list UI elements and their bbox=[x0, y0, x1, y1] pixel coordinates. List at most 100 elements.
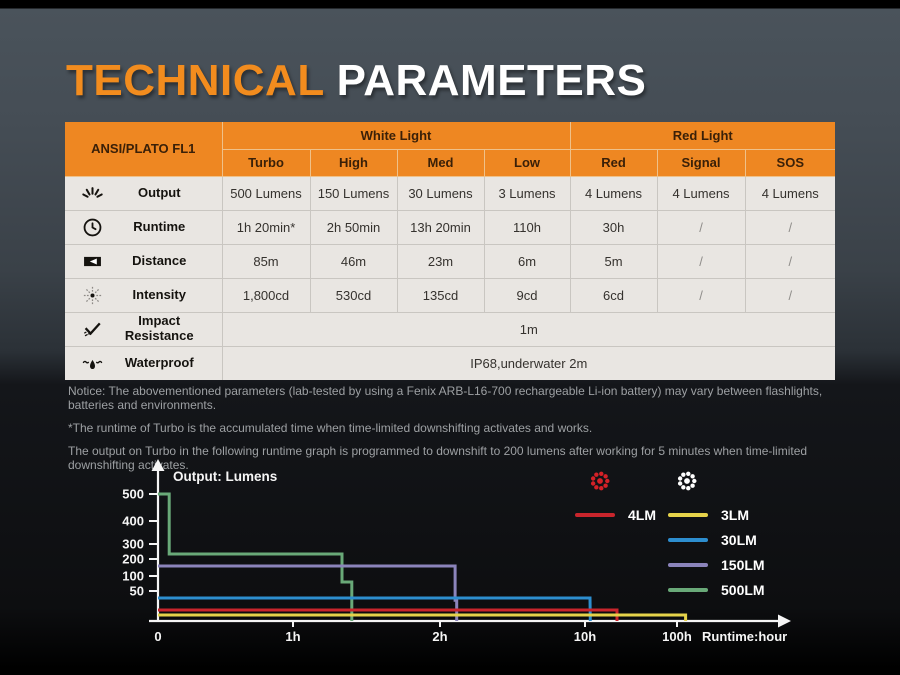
series-150lm-line bbox=[158, 564, 459, 621]
y-tick-label: 500 bbox=[122, 487, 144, 502]
column-header-med: Med bbox=[396, 148, 485, 177]
page-title: TECHNICAL PARAMETERS bbox=[66, 56, 646, 106]
series-500lm-line bbox=[158, 492, 354, 621]
column-header-high: High bbox=[309, 148, 398, 177]
param-label: Intensity bbox=[132, 286, 186, 302]
table-row: Distance 85m 46m 23m 6m 5m / / bbox=[65, 243, 836, 279]
param-label: Impact Resistance bbox=[124, 313, 194, 343]
table-cell: / bbox=[744, 209, 836, 245]
table-row: Impact Resistance 1m bbox=[65, 311, 836, 347]
table-cell: 150 Lumens bbox=[309, 175, 398, 211]
param-label: Runtime bbox=[133, 218, 186, 234]
legend-swatch-30lm bbox=[668, 537, 708, 542]
param-cell: Distance bbox=[65, 243, 223, 279]
legend-item: 3LM bbox=[668, 502, 765, 527]
table-cell: 3 Lumens bbox=[483, 175, 571, 211]
table-row: Intensity 1,800cd 530cd 135cd 9cd 6cd / / bbox=[65, 277, 836, 313]
param-cell: Waterproof bbox=[65, 345, 223, 380]
legend-item: 30LM bbox=[668, 527, 765, 552]
legend-swatch-4lm bbox=[575, 512, 615, 517]
table-cell: 1,800cd bbox=[221, 277, 311, 313]
table-cell: 1m bbox=[221, 311, 836, 347]
table-row: Runtime 1h 20min* 2h 50min 13h 20min 110h 30h… bbox=[65, 209, 836, 245]
table-cell: 1h 20min* bbox=[221, 209, 311, 245]
distance-icon bbox=[77, 249, 107, 273]
table-cell: 530cd bbox=[309, 277, 398, 313]
chart-title: Output: Lumens bbox=[173, 469, 277, 484]
table-cell: 23m bbox=[396, 243, 485, 279]
legend-item: 500LM bbox=[668, 577, 765, 602]
param-cell: Impact Resistance bbox=[65, 311, 223, 347]
red-light-icon bbox=[587, 468, 613, 494]
output-icon bbox=[77, 181, 107, 205]
legend-item: 150LM bbox=[668, 552, 765, 577]
legend-swatch-500lm bbox=[668, 587, 708, 592]
legend-label: 30LM bbox=[721, 531, 757, 548]
series-3lm-line bbox=[158, 613, 688, 621]
legend-swatch-150lm bbox=[668, 562, 708, 567]
column-header-red: Red bbox=[569, 148, 658, 177]
x-axis-arrow bbox=[778, 614, 791, 628]
legend-group: 3LM 30LM 150LM 500LM bbox=[668, 468, 765, 602]
y-tick-label: 400 bbox=[122, 514, 144, 529]
impact-icon bbox=[77, 317, 107, 341]
notice-paragraph: *The runtime of Turbo is the accumulated… bbox=[68, 421, 593, 435]
table-cell: 2h 50min bbox=[309, 209, 398, 245]
y-tick-label: 200 bbox=[122, 552, 144, 567]
title-part-technical: TECHNICAL bbox=[66, 56, 324, 105]
x-tick-label: 0 bbox=[154, 629, 161, 644]
legend-item: 4LM bbox=[575, 502, 656, 527]
table-cell: / bbox=[656, 243, 746, 279]
table-cell: 110h bbox=[483, 209, 571, 245]
table-cell: 85m bbox=[221, 243, 311, 279]
notes-block: Notice: The abovementioned parameters (l… bbox=[68, 384, 840, 481]
table-cell: 6cd bbox=[569, 277, 658, 313]
table-cell: 4 Lumens bbox=[744, 175, 836, 211]
y-tick-label: 300 bbox=[122, 537, 144, 552]
y-axis-arrow bbox=[151, 459, 165, 471]
table-row: Waterproof IP68,underwater 2m bbox=[65, 345, 836, 380]
table-cell: 6m bbox=[483, 243, 571, 279]
white-light-icon bbox=[674, 468, 700, 494]
table-row: Output 500 Lumens 150 Lumens 30 Lumens 3 Lum… bbox=[65, 175, 836, 211]
x-tick-label: 2h bbox=[432, 629, 447, 644]
param-cell: Intensity bbox=[65, 277, 223, 313]
x-tick-label: 100h bbox=[662, 629, 692, 644]
table-cell: / bbox=[656, 209, 746, 245]
table-cell: 4 Lumens bbox=[569, 175, 658, 211]
legend-label: 500LM bbox=[721, 581, 765, 598]
param-cell: Runtime bbox=[65, 209, 223, 245]
runtime-icon bbox=[77, 215, 107, 239]
table-cell: 13h 20min bbox=[396, 209, 485, 245]
table-cell: IP68,underwater 2m bbox=[221, 345, 836, 380]
param-cell: Output bbox=[65, 175, 223, 211]
table-corner-label: ANSI/PLATO FL1 bbox=[65, 122, 223, 177]
legend-swatch-3lm bbox=[668, 512, 708, 517]
table-cell: / bbox=[744, 243, 836, 279]
series-4lm-line bbox=[158, 608, 619, 621]
notice-paragraph: Notice: The abovementioned parameters (l… bbox=[68, 384, 823, 412]
param-label: Output bbox=[137, 184, 181, 200]
column-group-red-light: Red Light bbox=[569, 122, 836, 150]
x-tick-label: 10h bbox=[574, 629, 596, 644]
table-cell: 30h bbox=[569, 209, 658, 245]
y-tick-label: 50 bbox=[130, 584, 144, 599]
legend-label: 150LM bbox=[721, 556, 765, 573]
param-label: Waterproof bbox=[124, 354, 194, 370]
column-group-white-light: White Light bbox=[221, 122, 571, 150]
table-cell: / bbox=[656, 277, 746, 313]
table-cell: 4 Lumens bbox=[656, 175, 746, 211]
table-cell: 500 Lumens bbox=[221, 175, 311, 211]
table-cell: 9cd bbox=[483, 277, 571, 313]
table-cell: 5m bbox=[569, 243, 658, 279]
column-header-low: Low bbox=[483, 148, 571, 177]
intensity-icon bbox=[77, 283, 107, 307]
legend-group: 4LM bbox=[575, 468, 656, 527]
x-tick-label: 1h bbox=[285, 629, 300, 644]
table-cell: 30 Lumens bbox=[396, 175, 485, 211]
y-tick-label: 100 bbox=[122, 569, 144, 584]
series-30lm-line bbox=[158, 596, 592, 622]
x-axis-label: Runtime:hour bbox=[702, 629, 787, 644]
